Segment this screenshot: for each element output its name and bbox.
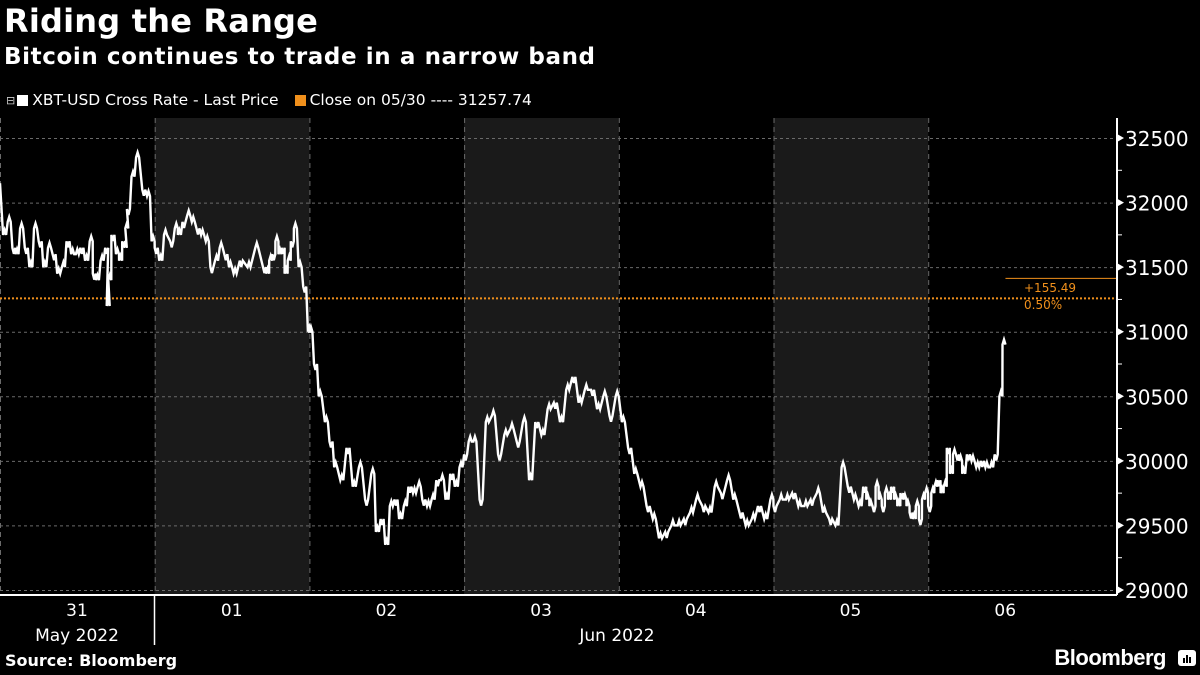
svg-text:04: 04: [685, 601, 707, 621]
change-pct-annotation: 0.50%: [1024, 298, 1062, 312]
svg-text:32500: 32500: [1125, 127, 1189, 151]
legend-label: Close on 05/30 ---- 31257.74: [309, 91, 532, 109]
bloomberg-chart-icon: [1178, 650, 1196, 666]
price-series-line: [0, 148, 1007, 546]
chart-title: Riding the Range: [4, 2, 319, 40]
svg-text:29500: 29500: [1125, 514, 1189, 538]
svg-text:31: 31: [66, 601, 88, 621]
bloomberg-logo: Bloomberg: [1054, 645, 1166, 670]
legend-swatch-orange: [294, 94, 306, 106]
svg-text:May 2022: May 2022: [35, 626, 119, 646]
svg-text:02: 02: [376, 601, 398, 621]
chart-subtitle: Bitcoin continues to trade in a narrow b…: [4, 44, 596, 70]
legend-swatch-white: [17, 94, 29, 106]
svg-text:03: 03: [530, 601, 552, 621]
svg-text:29000: 29000: [1125, 579, 1189, 603]
svg-text:06: 06: [994, 601, 1016, 621]
svg-text:32000: 32000: [1125, 192, 1189, 216]
day-divider-lines: [0, 118, 930, 595]
svg-text:31500: 31500: [1125, 256, 1189, 280]
weekday-shading: [154, 118, 929, 595]
svg-text:Jun 2022: Jun 2022: [578, 626, 654, 646]
line-series-icon: ⊟: [6, 93, 16, 107]
svg-text:05: 05: [840, 601, 862, 621]
svg-text:30500: 30500: [1125, 385, 1189, 409]
horizontal-gridlines: [0, 138, 1117, 591]
svg-text:01: 01: [221, 601, 243, 621]
y-axis: 29000 29500 30000 30500 31000 31500 32000 32500: [1116, 118, 1189, 603]
legend-item-close-reference: Close on 05/30 ---- 31257.74: [294, 91, 532, 109]
chart-legend: ⊟ XBT-USD Cross Rate - Last Price Close …: [6, 91, 548, 109]
source-label: Source: Bloomberg: [5, 651, 178, 670]
legend-item-last-price: ⊟ XBT-USD Cross Rate - Last Price: [6, 91, 279, 109]
svg-text:31000: 31000: [1125, 321, 1189, 345]
svg-text:30000: 30000: [1125, 450, 1189, 474]
legend-label: XBT-USD Cross Rate - Last Price: [32, 91, 279, 109]
change-annotation: +155.49: [1024, 281, 1076, 295]
x-axis: 31 01 02 03 04 05 06 May 2022 Jun 2022: [0, 594, 1117, 646]
